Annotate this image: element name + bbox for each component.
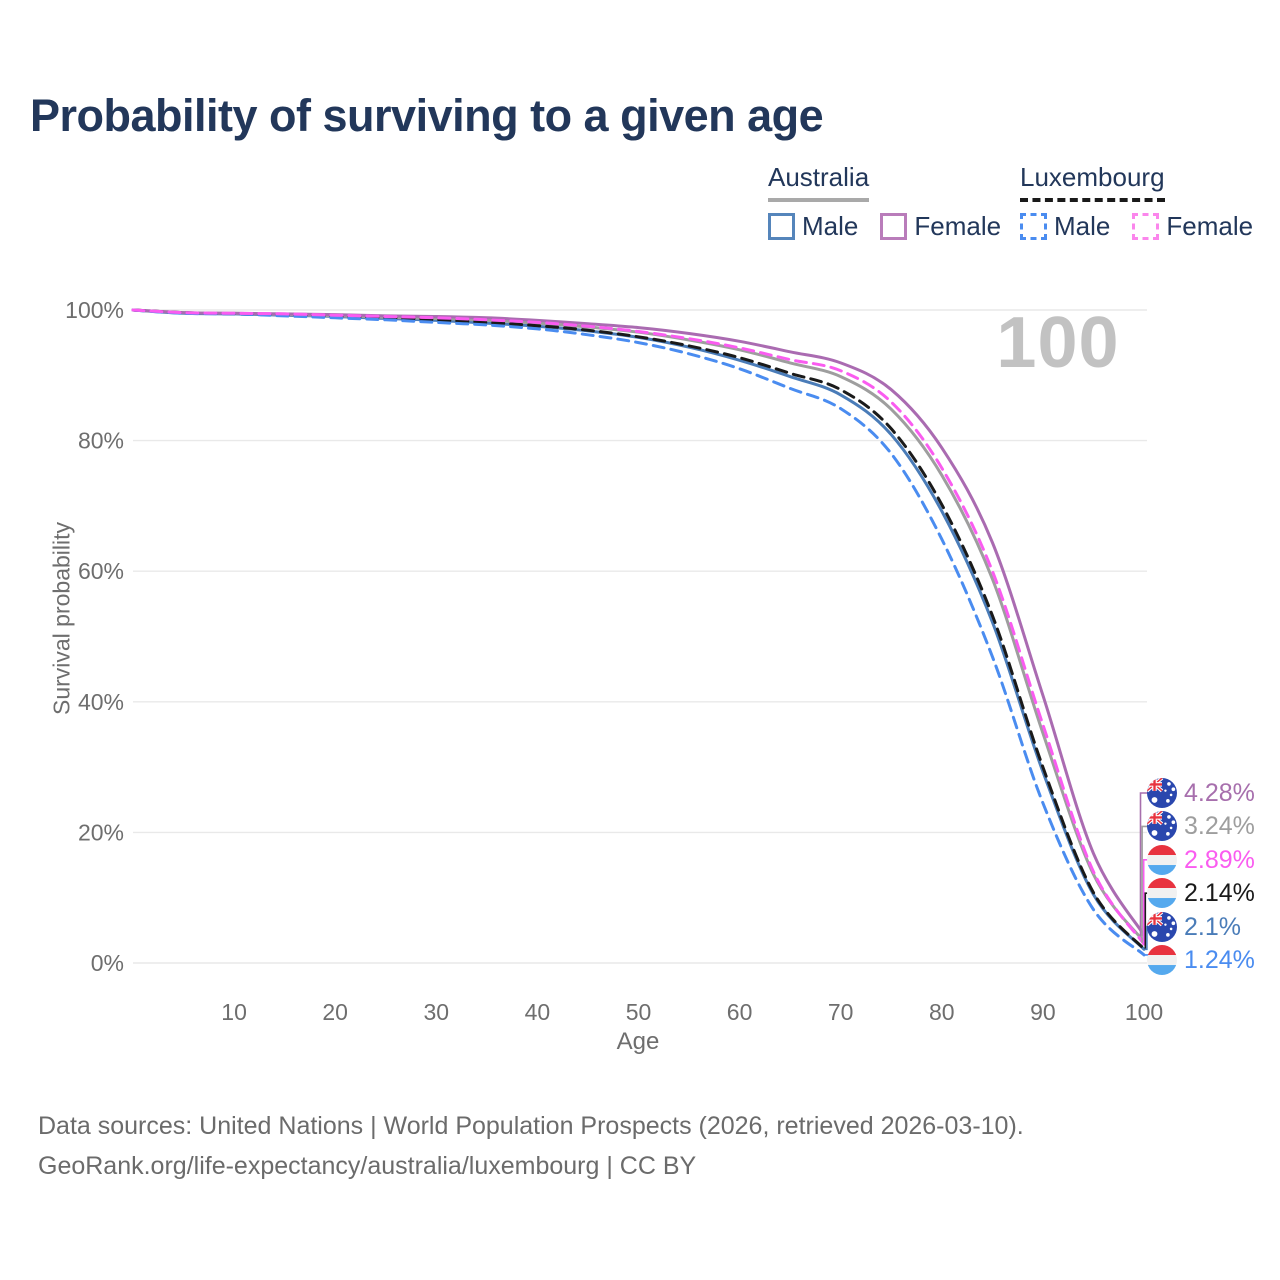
legend-header-australia: Australia (768, 162, 870, 202)
legend-item-label: Female (914, 211, 1002, 241)
end-label-australia-male: 2.1% (1147, 910, 1241, 944)
hovered-age-watermark: 100 (996, 303, 1120, 383)
x-tick-label: 20 (322, 999, 348, 1025)
y-tick-label: 40% (78, 689, 124, 715)
luxembourg-male-swatch-icon (1020, 213, 1047, 240)
end-label-australia-female: 4.28% (1147, 776, 1255, 810)
end-label-luxembourg-male: 1.24% (1147, 943, 1255, 977)
luxembourg-flag-icon (1147, 878, 1177, 908)
australia-female-swatch-icon (880, 213, 908, 240)
page-title: Probability of surviving to a given age (30, 90, 824, 141)
x-tick-label: 80 (929, 999, 955, 1025)
x-tick-label: 90 (1030, 999, 1056, 1025)
y-tick-label: 0% (91, 950, 124, 976)
legend-item-australia-male[interactable]: Male (768, 211, 858, 242)
legend-header-luxembourg: Luxembourg (1020, 162, 1165, 202)
end-label-value: 1.24% (1184, 945, 1255, 974)
legend-item-luxembourg-male[interactable]: Male (1020, 211, 1110, 242)
legend-group-australia: Australia Male Female (768, 162, 1001, 242)
footer: Data sources: United Nations | World Pop… (38, 1106, 1024, 1186)
luxembourg-female-swatch-icon (1132, 213, 1160, 240)
x-tick-label: 70 (828, 999, 854, 1025)
x-tick-label: 100 (1125, 999, 1163, 1025)
legend-item-luxembourg-female[interactable]: Female (1132, 211, 1253, 242)
legend-items-luxembourg: Male Female (1020, 211, 1253, 242)
luxembourg-flag-icon (1147, 945, 1177, 975)
series-line-au-male[interactable] (131, 308, 1146, 951)
end-label-value: 2.1% (1184, 912, 1241, 941)
series-line-lu-female[interactable] (131, 308, 1146, 946)
legend-underline-australia (768, 198, 870, 202)
y-tick-label: 20% (78, 819, 124, 845)
legend-item-label: Male (1054, 211, 1111, 241)
legend-items-australia: Male Female (768, 211, 1001, 242)
end-label-australia-total: 3.24% (1147, 809, 1255, 843)
x-tick-label: 30 (424, 999, 450, 1025)
australia-flag-icon (1147, 912, 1177, 942)
legend-group-luxembourg: Luxembourg Male Female (1020, 162, 1253, 242)
end-label-value: 3.24% (1184, 811, 1255, 840)
y-tick-label: 80% (78, 428, 124, 454)
australia-flag-icon (1147, 778, 1177, 808)
series-line-lu-all[interactable] (131, 308, 1146, 951)
attribution-line: GeoRank.org/life-expectancy/australia/lu… (38, 1152, 697, 1180)
legend-underline-luxembourg (1020, 198, 1165, 202)
end-label-value: 2.89% (1184, 845, 1255, 874)
end-label-luxembourg-female: 2.89% (1147, 843, 1255, 877)
end-label-luxembourg-total: 2.14% (1147, 876, 1255, 910)
y-tick-label: 60% (78, 558, 124, 584)
legend-header-luxembourg-label: Luxembourg (1020, 162, 1165, 192)
end-label-value: 2.14% (1184, 878, 1255, 907)
x-tick-label: 60 (727, 999, 753, 1025)
y-axis-title: Survival probability (48, 521, 75, 716)
luxembourg-flag-icon (1147, 845, 1177, 875)
legend-item-australia-female[interactable]: Female (880, 211, 1001, 242)
data-sources-line: Data sources: United Nations | World Pop… (38, 1112, 1024, 1140)
legend-item-label: Male (802, 211, 859, 241)
series-line-lu-male[interactable] (131, 308, 1146, 957)
australia-flag-icon (1147, 811, 1177, 841)
australia-male-swatch-icon (768, 213, 795, 240)
x-tick-label: 10 (221, 999, 247, 1025)
y-tick-label: 100% (65, 297, 124, 323)
x-axis-title: Age (616, 1028, 660, 1055)
end-label-value: 4.28% (1184, 778, 1255, 807)
legend-item-label: Female (1166, 211, 1254, 241)
x-tick-label: 40 (525, 999, 551, 1025)
x-tick-label: 50 (626, 999, 652, 1025)
legend-header-australia-label: Australia (768, 162, 870, 192)
